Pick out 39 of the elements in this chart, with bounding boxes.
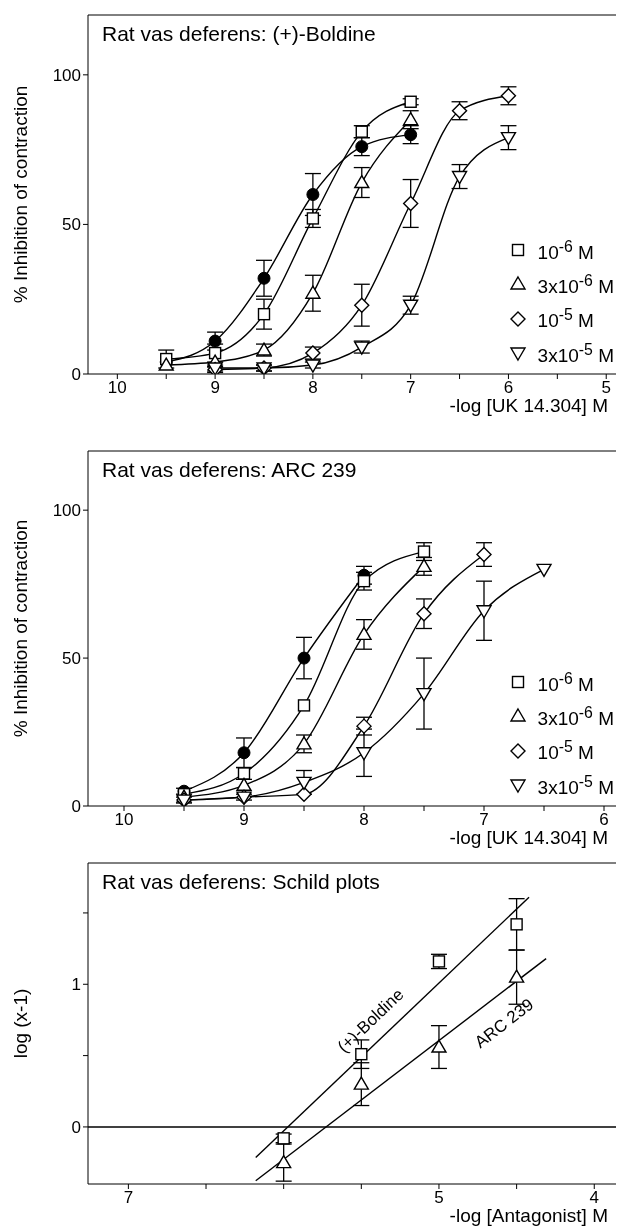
y-tick-label: 0: [71, 365, 81, 385]
y-tick-label: 0: [71, 1117, 81, 1137]
x-tick-label: 4: [589, 1188, 599, 1208]
legend-label: 10$^{-5}$ M: [537, 737, 594, 766]
y-tick-label: 50: [62, 649, 81, 669]
x-tick-label: 6: [599, 810, 609, 830]
y-axis-title: % Inhibition of contraction: [9, 519, 31, 738]
chart-title: Rat vas deferens: ARC 239: [102, 458, 357, 482]
x-tick-label: 7: [479, 810, 489, 830]
chart-title: Rat vas deferens: (+)-Boldine: [102, 22, 376, 46]
y-tick-label: 50: [62, 215, 81, 235]
y-axis-title: log (x-1): [9, 988, 31, 1059]
legend-label: 10$^{-5}$ M: [537, 305, 594, 334]
legend-label: 3x10$^{-6}$ M: [537, 271, 614, 300]
x-axis-title: -log [UK 14.304] M: [449, 827, 608, 848]
y-tick-label: 100: [52, 501, 81, 521]
legend-label: 10$^{-6}$ M: [537, 668, 594, 697]
chart-title: Rat vas deferens: Schild plots: [102, 870, 380, 894]
y-tick-label: 1: [71, 975, 81, 995]
x-tick-label: 8: [308, 378, 318, 398]
legend-label: 3x10$^{-5}$ M: [537, 771, 614, 800]
x-tick-label: 9: [210, 378, 220, 398]
y-tick-label: 0: [71, 797, 81, 817]
x-tick-label: 5: [601, 378, 611, 398]
x-axis-title: -log [UK 14.304] M: [449, 395, 608, 416]
x-tick-label: 6: [503, 378, 514, 398]
x-tick-label: 7: [123, 1188, 134, 1208]
x-tick-label: 5: [434, 1188, 444, 1208]
legend-label: 10$^{-6}$ M: [537, 236, 594, 265]
x-tick-label: 10: [107, 378, 127, 398]
legend-label: 3x10$^{-5}$ M: [537, 339, 614, 368]
y-tick-label: 100: [52, 65, 81, 85]
x-axis-title: -log [Antagonist] M: [449, 1205, 608, 1226]
y-axis-title: % Inhibition of contraction: [9, 85, 31, 304]
x-tick-label: 8: [359, 810, 369, 830]
x-tick-label: 10: [114, 810, 134, 830]
legend-label: 3x10$^{-6}$ M: [537, 703, 614, 732]
x-tick-label: 9: [239, 810, 249, 830]
x-tick-label: 7: [405, 378, 416, 398]
